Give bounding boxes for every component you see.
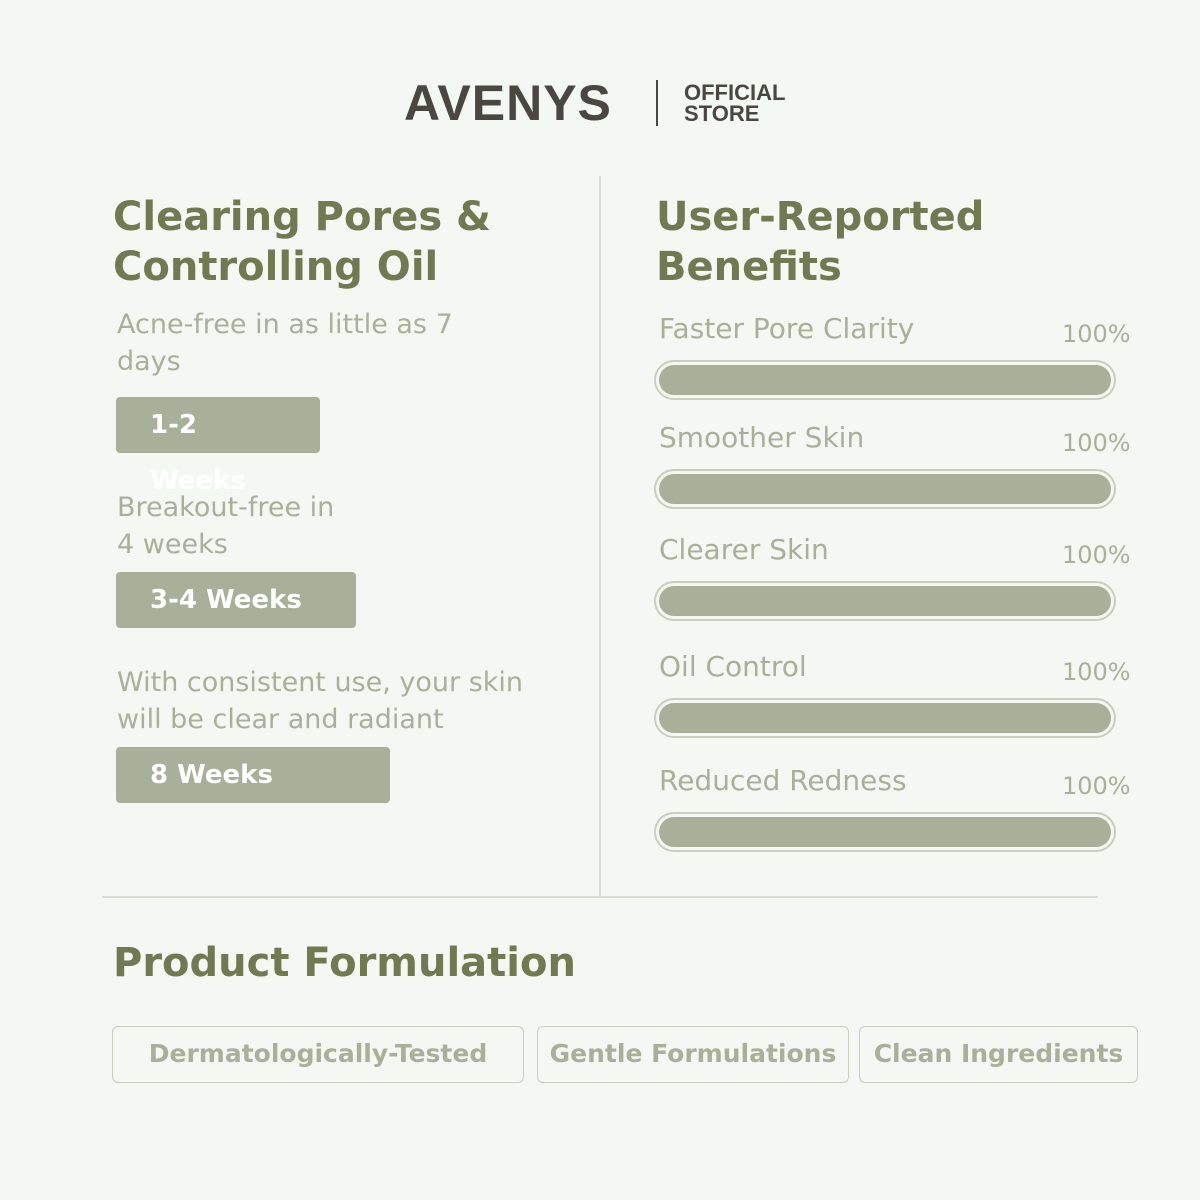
benefit-progress-fill bbox=[659, 365, 1111, 395]
left-title-line1: Clearing Pores & bbox=[113, 194, 491, 240]
benefit-progress-fill bbox=[659, 703, 1111, 733]
timeline-text-line2: 4 weeks bbox=[117, 529, 228, 560]
benefit-progress-fill bbox=[659, 586, 1111, 616]
official-store-label: OFFICIAL STORE bbox=[684, 80, 786, 126]
timeline-text-line2: will be clear and radiant bbox=[117, 704, 444, 735]
timeline-badge: 3-4 Weeks bbox=[116, 572, 356, 628]
timeline-badge: 1-2 Weeks bbox=[116, 397, 320, 496]
vertical-divider bbox=[599, 176, 601, 896]
benefit-percent: 100% bbox=[1062, 541, 1131, 569]
left-title-line2: Controlling Oil bbox=[113, 244, 439, 290]
benefit-percent: 100% bbox=[1062, 429, 1131, 457]
left-title: Clearing Pores & Controlling Oil bbox=[113, 192, 491, 292]
benefit-progress-bar bbox=[654, 812, 1116, 852]
benefit-label: Clearer Skin bbox=[659, 533, 829, 566]
benefit-progress-bar bbox=[654, 698, 1116, 738]
horizontal-divider bbox=[102, 896, 1098, 898]
right-title-line1: User-Reported bbox=[656, 194, 985, 240]
benefit-progress-bar bbox=[654, 469, 1116, 509]
right-title-line2: Benefits bbox=[656, 244, 842, 290]
timeline-text-line1: With consistent use, your skin bbox=[117, 667, 524, 698]
logo-divider bbox=[656, 80, 658, 126]
benefit-percent: 100% bbox=[1062, 658, 1131, 686]
timeline-text-line2: days bbox=[117, 346, 181, 377]
benefit-progress-fill bbox=[659, 474, 1111, 504]
benefit-label: Oil Control bbox=[659, 650, 807, 683]
formulation-tag: Clean Ingredients bbox=[859, 1026, 1138, 1083]
benefit-percent: 100% bbox=[1062, 320, 1131, 348]
timeline-badge: 8 Weeks bbox=[116, 747, 390, 803]
timeline-text: With consistent use, your skin will be cl… bbox=[117, 664, 523, 738]
benefit-progress-fill bbox=[659, 817, 1111, 847]
official-text: OFFICIAL bbox=[684, 80, 786, 105]
store-text: STORE bbox=[684, 101, 760, 126]
timeline-text-line1: Breakout-free in bbox=[117, 492, 335, 523]
formulation-tag: Gentle Formulations bbox=[537, 1026, 849, 1083]
benefit-label: Smoother Skin bbox=[659, 421, 865, 454]
benefit-label: Faster Pore Clarity bbox=[659, 312, 915, 345]
benefit-progress-bar bbox=[654, 581, 1116, 621]
timeline-text: Acne-free in as little as 7 days bbox=[117, 306, 453, 380]
right-title: User-Reported Benefits bbox=[656, 192, 984, 292]
benefit-progress-bar bbox=[654, 360, 1116, 400]
benefit-percent: 100% bbox=[1062, 772, 1131, 800]
formulation-title: Product Formulation bbox=[113, 940, 576, 986]
timeline-text: Breakout-free in 4 weeks bbox=[117, 489, 334, 563]
benefit-label: Reduced Redness bbox=[659, 764, 907, 797]
timeline-text-line1: Acne-free in as little as 7 bbox=[117, 309, 453, 340]
formulation-tag: Dermatologically-Tested bbox=[112, 1026, 524, 1083]
brand-logo: AVENYS bbox=[404, 75, 612, 131]
